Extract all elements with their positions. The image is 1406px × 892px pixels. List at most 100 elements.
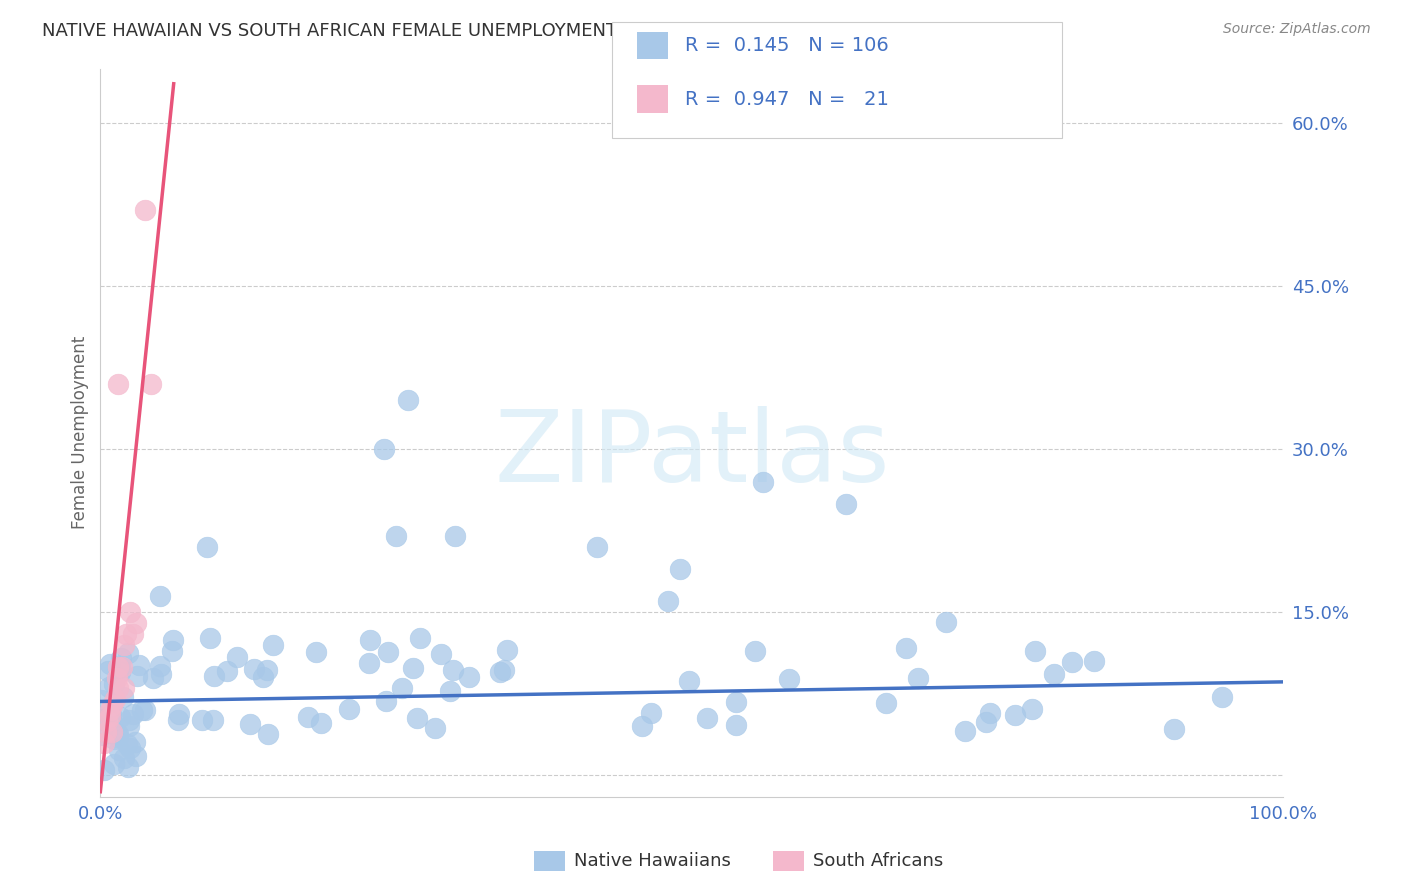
Point [640, 706, 662, 720]
Point [115, 737, 138, 751]
Text: South Africans: South Africans [813, 852, 943, 870]
Point [696, 710, 718, 724]
Point [112, 638, 135, 652]
Point [122, 706, 145, 721]
Point [441, 663, 464, 677]
Point [191, 713, 214, 727]
Point [875, 696, 897, 710]
Text: R =  0.947   N =   21: R = 0.947 N = 21 [685, 89, 889, 109]
Point [256, 727, 278, 741]
Point [150, 667, 173, 681]
Point [167, 707, 190, 722]
Point [744, 644, 766, 658]
Point [96, 714, 118, 728]
Point [256, 663, 278, 677]
Point [935, 615, 957, 629]
Point [97, 664, 120, 678]
Point [374, 694, 396, 708]
Point [238, 716, 260, 731]
Point [894, 641, 917, 656]
Point [131, 703, 153, 717]
Point [118, 741, 141, 756]
Point [122, 627, 145, 641]
Point [669, 562, 692, 576]
Point [103, 692, 125, 706]
Point [1163, 722, 1185, 736]
Point [128, 657, 150, 672]
Point [98, 680, 121, 694]
Point [105, 671, 128, 685]
Point [359, 633, 381, 648]
Point [953, 723, 976, 738]
Point [107, 730, 129, 744]
Text: ZIPatlas: ZIPatlas [494, 406, 890, 503]
Point [391, 681, 413, 696]
Point [112, 750, 135, 764]
Point [1043, 666, 1066, 681]
Point [373, 442, 395, 457]
Point [492, 663, 515, 677]
Point [396, 393, 419, 408]
Point [134, 703, 156, 717]
Point [309, 716, 332, 731]
Point [118, 605, 141, 619]
Point [118, 719, 141, 733]
Point [262, 638, 284, 652]
Point [103, 676, 125, 690]
Point [226, 650, 249, 665]
Point [195, 540, 218, 554]
Point [110, 665, 132, 679]
Point [458, 670, 481, 684]
Point [134, 202, 156, 217]
Point [103, 732, 125, 747]
Point [834, 496, 856, 510]
Point [118, 713, 141, 727]
Point [496, 643, 519, 657]
Point [402, 661, 425, 675]
Point [409, 631, 432, 645]
Point [110, 710, 132, 724]
Point [100, 708, 122, 723]
Point [979, 706, 1001, 720]
Point [377, 645, 399, 659]
Point [752, 475, 775, 489]
Point [489, 665, 512, 680]
Point [385, 529, 408, 543]
Point [202, 669, 225, 683]
Point [110, 651, 132, 665]
Point [243, 662, 266, 676]
Point [111, 690, 134, 705]
Y-axis label: Female Unemployment: Female Unemployment [72, 336, 89, 530]
Point [141, 376, 163, 391]
Point [586, 540, 609, 554]
Point [305, 645, 328, 659]
Point [117, 760, 139, 774]
Point [657, 594, 679, 608]
Point [98, 708, 121, 723]
Point [91, 728, 114, 742]
Text: Native Hawaiians: Native Hawaiians [574, 852, 731, 870]
Point [107, 376, 129, 391]
Point [778, 673, 800, 687]
Point [215, 665, 238, 679]
Point [142, 672, 165, 686]
Point [1024, 644, 1046, 658]
Point [631, 719, 654, 733]
Point [107, 681, 129, 696]
Point [93, 736, 115, 750]
Point [124, 735, 146, 749]
Point [107, 727, 129, 741]
Point [111, 659, 134, 673]
Point [162, 632, 184, 647]
Point [98, 703, 121, 717]
Point [1004, 708, 1026, 723]
Point [1211, 690, 1233, 705]
Point [149, 659, 172, 673]
Point [101, 698, 124, 712]
Point [112, 681, 135, 696]
Point [444, 529, 467, 543]
Point [725, 717, 748, 731]
Point [1021, 702, 1043, 716]
Point [98, 657, 121, 672]
Point [425, 721, 447, 735]
